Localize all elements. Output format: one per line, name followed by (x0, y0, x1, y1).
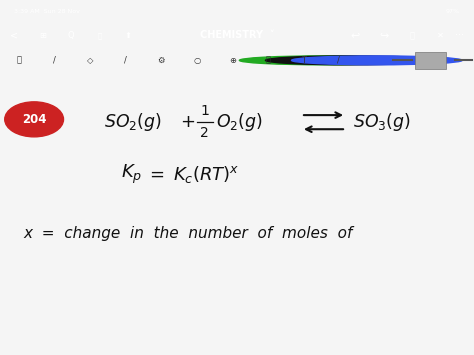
Text: T: T (301, 56, 306, 65)
Text: $O_2(g)$: $O_2(g)$ (216, 111, 263, 133)
Text: ○: ○ (193, 56, 201, 65)
Text: x  =  change  in  the  number  of  moles  of: x = change in the number of moles of (24, 226, 353, 241)
Text: ⬜: ⬜ (265, 56, 270, 65)
Circle shape (265, 56, 436, 65)
Text: ⚙: ⚙ (157, 56, 165, 65)
Text: ✕: ✕ (438, 31, 444, 40)
Text: ···: ··· (456, 31, 464, 40)
Text: 🔖: 🔖 (98, 32, 101, 39)
Text: ⬜: ⬜ (410, 31, 415, 40)
Text: =: = (149, 165, 164, 184)
Text: 1: 1 (201, 104, 209, 118)
Text: 3:39 AM  Sun 28 Nov: 3:39 AM Sun 28 Nov (14, 9, 80, 14)
Text: /: / (53, 56, 56, 65)
Text: ⊕: ⊕ (229, 56, 236, 65)
Circle shape (239, 56, 410, 65)
Text: $SO_3(g)$: $SO_3(g)$ (353, 111, 411, 133)
Circle shape (5, 102, 64, 137)
Text: +: + (180, 113, 195, 131)
Circle shape (292, 56, 462, 65)
Text: /: / (337, 56, 340, 65)
Text: 2: 2 (201, 126, 209, 141)
Text: ⊞: ⊞ (39, 31, 46, 40)
Text: $SO_2(g)$: $SO_2(g)$ (104, 111, 162, 133)
Text: <: < (10, 31, 18, 40)
Text: /: / (124, 56, 127, 65)
Text: $K_c(RT)^x$: $K_c(RT)^x$ (173, 164, 239, 185)
Text: Q: Q (68, 31, 74, 40)
Text: ⬜: ⬜ (17, 56, 21, 65)
Text: ⬆: ⬆ (125, 31, 131, 40)
Text: ↪: ↪ (379, 31, 389, 40)
Text: $K_p$: $K_p$ (121, 163, 142, 186)
Text: ↩: ↩ (351, 31, 360, 40)
Text: 204: 204 (22, 113, 46, 126)
FancyBboxPatch shape (415, 52, 446, 69)
Text: ◇: ◇ (87, 56, 93, 65)
Text: 97%: 97% (446, 9, 460, 14)
Text: CHEMISTRY  ˅: CHEMISTRY ˅ (200, 31, 274, 40)
